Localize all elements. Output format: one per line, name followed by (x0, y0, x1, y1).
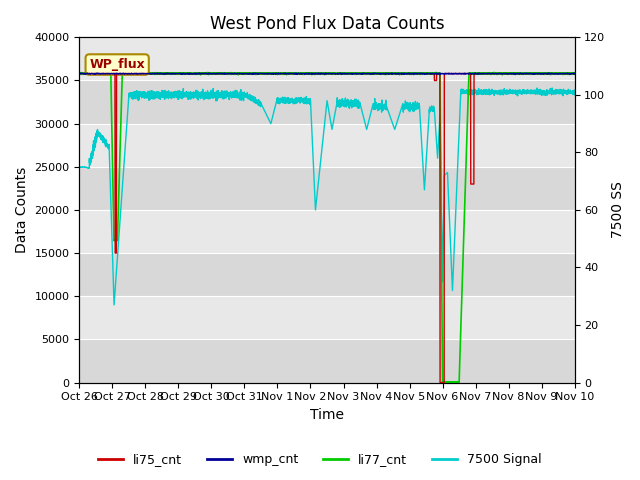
Bar (79, 296, 575, 339)
Legend: li75_cnt, wmp_cnt, li77_cnt, 7500 Signal: li75_cnt, wmp_cnt, li77_cnt, 7500 Signal (93, 448, 547, 471)
Bar (79, 167, 575, 210)
Y-axis label: 7500 SS: 7500 SS (611, 181, 625, 239)
Bar (79, 253, 575, 296)
Bar (79, 339, 575, 383)
Text: WP_flux: WP_flux (90, 58, 145, 71)
Bar (79, 81, 575, 124)
Bar (79, 210, 575, 253)
Y-axis label: Data Counts: Data Counts (15, 167, 29, 253)
Bar (79, 124, 575, 167)
X-axis label: Time: Time (310, 408, 344, 422)
Bar (79, 37, 575, 81)
Title: West Pond Flux Data Counts: West Pond Flux Data Counts (210, 15, 444, 33)
